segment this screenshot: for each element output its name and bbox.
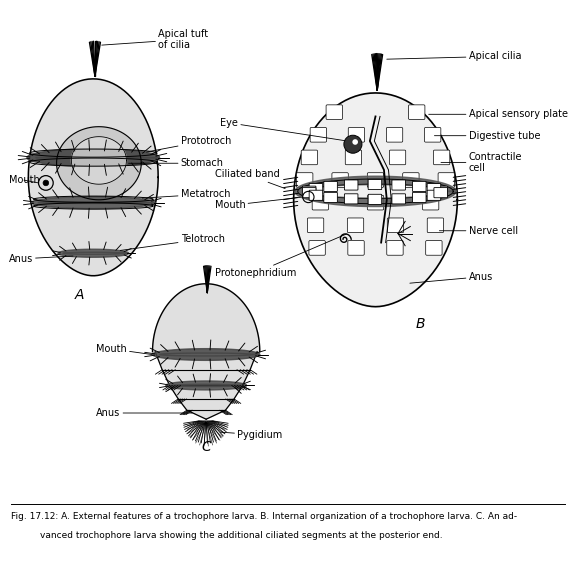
FancyBboxPatch shape bbox=[367, 173, 384, 187]
FancyBboxPatch shape bbox=[412, 181, 426, 192]
Polygon shape bbox=[153, 284, 260, 352]
FancyBboxPatch shape bbox=[427, 218, 444, 232]
FancyBboxPatch shape bbox=[310, 127, 327, 142]
FancyBboxPatch shape bbox=[348, 241, 364, 255]
FancyBboxPatch shape bbox=[389, 150, 406, 165]
Text: Mouth: Mouth bbox=[9, 175, 39, 185]
FancyBboxPatch shape bbox=[332, 173, 348, 187]
Text: Apical sensory plate: Apical sensory plate bbox=[429, 109, 567, 119]
FancyBboxPatch shape bbox=[438, 173, 454, 187]
FancyBboxPatch shape bbox=[308, 218, 324, 232]
Text: B: B bbox=[416, 317, 426, 331]
Text: Apical tuft
of cilia: Apical tuft of cilia bbox=[102, 29, 209, 51]
FancyBboxPatch shape bbox=[348, 127, 365, 142]
FancyBboxPatch shape bbox=[434, 188, 448, 197]
Text: Anus: Anus bbox=[96, 408, 192, 418]
Text: vanced trochophore larva showing the additional ciliated segments at the posteri: vanced trochophore larva showing the add… bbox=[40, 531, 442, 540]
FancyBboxPatch shape bbox=[347, 218, 363, 232]
Text: Anus: Anus bbox=[9, 254, 73, 264]
Polygon shape bbox=[166, 381, 247, 390]
Text: Mouth: Mouth bbox=[96, 344, 152, 355]
Polygon shape bbox=[155, 352, 257, 419]
FancyBboxPatch shape bbox=[434, 186, 448, 196]
Text: Ciliated band: Ciliated band bbox=[215, 169, 285, 188]
FancyBboxPatch shape bbox=[408, 105, 425, 119]
FancyBboxPatch shape bbox=[345, 150, 362, 165]
Polygon shape bbox=[27, 149, 160, 166]
Text: Prototroch: Prototroch bbox=[146, 135, 231, 152]
Polygon shape bbox=[71, 137, 126, 184]
Circle shape bbox=[353, 139, 358, 145]
FancyBboxPatch shape bbox=[368, 180, 382, 189]
FancyBboxPatch shape bbox=[302, 186, 316, 196]
Text: C: C bbox=[201, 440, 211, 454]
Text: Pygidium: Pygidium bbox=[220, 430, 282, 440]
FancyBboxPatch shape bbox=[309, 241, 325, 255]
FancyBboxPatch shape bbox=[301, 150, 317, 165]
FancyBboxPatch shape bbox=[426, 241, 442, 255]
Text: Eye: Eye bbox=[220, 118, 346, 141]
Text: A: A bbox=[74, 289, 84, 302]
Polygon shape bbox=[295, 176, 456, 207]
Text: Protonephridium: Protonephridium bbox=[215, 234, 346, 278]
FancyBboxPatch shape bbox=[309, 190, 323, 200]
Circle shape bbox=[43, 180, 49, 186]
Text: Fig. 17.12: A. External features of a trochophore larva. B. Internal organizatio: Fig. 17.12: A. External features of a tr… bbox=[12, 512, 517, 521]
Text: Contractile
cell: Contractile cell bbox=[441, 152, 522, 173]
FancyBboxPatch shape bbox=[344, 180, 358, 190]
FancyBboxPatch shape bbox=[312, 195, 328, 210]
Text: Nerve cell: Nerve cell bbox=[439, 226, 518, 236]
FancyBboxPatch shape bbox=[427, 184, 441, 193]
FancyBboxPatch shape bbox=[425, 127, 441, 142]
FancyBboxPatch shape bbox=[427, 190, 441, 200]
FancyBboxPatch shape bbox=[412, 192, 426, 203]
FancyBboxPatch shape bbox=[309, 184, 323, 193]
Text: Digestive tube: Digestive tube bbox=[434, 131, 540, 141]
Polygon shape bbox=[56, 127, 141, 200]
FancyBboxPatch shape bbox=[297, 173, 313, 187]
FancyBboxPatch shape bbox=[324, 192, 338, 203]
FancyBboxPatch shape bbox=[324, 181, 338, 192]
FancyBboxPatch shape bbox=[387, 218, 404, 232]
FancyBboxPatch shape bbox=[422, 195, 439, 210]
Text: Stomach: Stomach bbox=[128, 158, 223, 168]
FancyBboxPatch shape bbox=[386, 241, 403, 255]
Polygon shape bbox=[28, 79, 158, 276]
Text: Apical cilia: Apical cilia bbox=[387, 51, 521, 61]
Polygon shape bbox=[294, 93, 457, 307]
Text: Metatroch: Metatroch bbox=[142, 189, 230, 199]
Text: Anus: Anus bbox=[410, 272, 493, 283]
Polygon shape bbox=[58, 249, 128, 257]
Circle shape bbox=[344, 135, 362, 153]
Polygon shape bbox=[32, 197, 155, 208]
Polygon shape bbox=[153, 348, 260, 360]
FancyBboxPatch shape bbox=[344, 194, 358, 204]
FancyBboxPatch shape bbox=[367, 195, 384, 210]
FancyBboxPatch shape bbox=[386, 127, 403, 142]
FancyBboxPatch shape bbox=[392, 180, 406, 190]
FancyBboxPatch shape bbox=[302, 188, 316, 197]
FancyBboxPatch shape bbox=[433, 150, 450, 165]
Text: Mouth: Mouth bbox=[215, 197, 304, 211]
FancyBboxPatch shape bbox=[368, 194, 382, 204]
FancyBboxPatch shape bbox=[392, 194, 406, 204]
FancyBboxPatch shape bbox=[326, 105, 343, 119]
FancyBboxPatch shape bbox=[403, 173, 419, 187]
Text: Telotroch: Telotroch bbox=[120, 234, 225, 250]
